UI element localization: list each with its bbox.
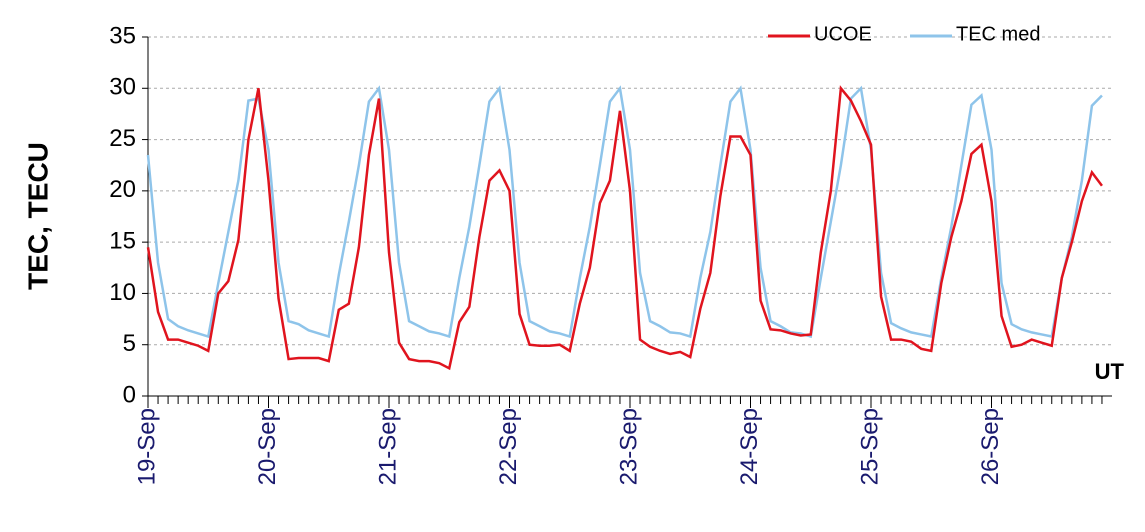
x-tick-label: 19-Sep (133, 408, 160, 485)
y-tick-label: 35 (109, 22, 136, 49)
y-tick-label: 0 (123, 381, 136, 408)
y-tick-label: 25 (109, 125, 136, 152)
y-axis-title: TEC, TECU (22, 142, 53, 290)
x-tick-label: 20-Sep (254, 408, 281, 485)
y-tick-label: 20 (109, 176, 136, 203)
x-tick-label: 25-Sep (856, 408, 883, 485)
series-line (146, 85, 1103, 371)
x-tick-label: 21-Sep (374, 408, 401, 485)
x-tick-label: 22-Sep (495, 408, 522, 485)
legend-label: TEC med (956, 23, 1040, 45)
legend-label: UCOE (814, 23, 872, 45)
y-tick-label: 5 (123, 330, 136, 357)
y-tick-label: 15 (109, 227, 136, 254)
y-tick-label: 10 (109, 279, 136, 306)
x-tick-label: 24-Sep (736, 408, 763, 485)
x-tick-label: 26-Sep (977, 408, 1004, 485)
series-line (146, 85, 1103, 339)
x-axis-title: UT (1095, 359, 1125, 384)
y-tick-label: 30 (109, 74, 136, 101)
x-tick-label: 23-Sep (615, 408, 642, 485)
